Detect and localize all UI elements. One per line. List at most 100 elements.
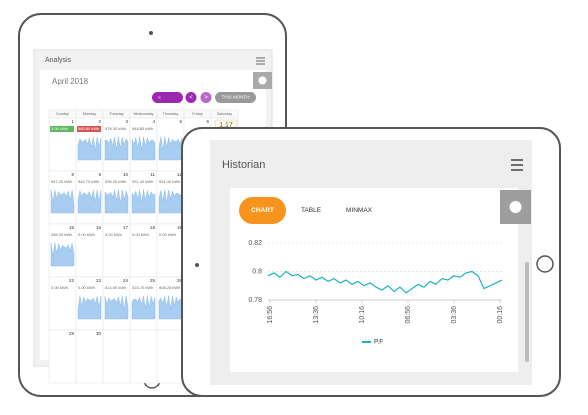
sparkline (104, 189, 129, 214)
y-tick-label: 0.82 (248, 240, 262, 247)
front-tablet: Historian CHART TABLE MINMAX 0.78 0.8 0.82… (181, 127, 561, 397)
day-value: 948.80 kWh (132, 126, 153, 131)
sparkline (104, 295, 129, 320)
scrollbar[interactable] (525, 262, 529, 362)
day-number: 29 (69, 331, 75, 336)
day-number: 9 (98, 172, 101, 177)
camera (195, 263, 199, 267)
sparkline (131, 189, 156, 214)
weekday-label: Friday (192, 112, 203, 116)
weekday-label: Thursday (163, 112, 179, 116)
day-value: 0.00 kWh (78, 285, 95, 290)
day-cell (102, 223, 131, 278)
sparkline (77, 295, 102, 320)
day-value: 0.00 kWh (51, 285, 68, 290)
gear-icon (258, 76, 267, 85)
menu-icon[interactable] (511, 159, 523, 171)
camera (149, 31, 153, 35)
value-badge (77, 126, 101, 132)
x-tick-label: 10:16 (359, 306, 366, 324)
value-badge (50, 126, 74, 132)
line-series (267, 270, 503, 294)
prev-label: < (189, 95, 193, 101)
day-value: 947.20 kWh (51, 179, 72, 184)
day-value: 608.20 kWh (159, 285, 180, 290)
home-button[interactable] (536, 255, 554, 273)
day-cell (75, 223, 104, 278)
day-value: 580.80 kWh (78, 126, 99, 131)
day-value: 0.00 kWh (105, 232, 122, 237)
sparkline (77, 189, 102, 214)
month-title: April 2018 (52, 77, 89, 86)
menu-icon[interactable] (256, 57, 265, 65)
sparkline (77, 136, 102, 161)
day-number: 4 (152, 119, 155, 124)
tab-label[interactable]: TABLE (301, 207, 322, 214)
sparkline (131, 136, 156, 161)
y-tick-label: 0.8 (252, 268, 262, 275)
prev-button[interactable] (185, 92, 197, 103)
y-tick-label: 0.78 (248, 297, 262, 304)
tab-label[interactable]: CHART (251, 207, 274, 214)
calendar: Sunday Monday Tuesday Wednesday Thursday Frid… (48, 109, 239, 384)
day-number: 22 (69, 278, 75, 283)
sparkline (50, 242, 75, 267)
day-number: 5 (179, 119, 182, 124)
day-number: 26 (177, 278, 183, 283)
x-tick-label: 13:36 (313, 306, 320, 324)
day-number: 3 (125, 119, 128, 124)
weekday-label: Saturday (217, 112, 232, 116)
day-cell (75, 329, 104, 384)
day-value: 1.17 (219, 122, 233, 129)
day-value: 0.00 kWh (132, 232, 149, 237)
day-value: 0.00 kWh (159, 232, 176, 237)
day-cell (156, 329, 185, 384)
tab-label[interactable]: MINMAX (346, 207, 373, 214)
day-number: 24 (123, 278, 129, 283)
legend-label: P.F (374, 339, 383, 346)
day-value: 921.40 kWh (159, 179, 180, 184)
day-value: 940.70 kWh (78, 179, 99, 184)
weekday-label: Monday (83, 112, 97, 116)
chart: 0.78 0.8 0.82 16:56 13:36 10:16 06:56 03:36 00:1… (248, 240, 503, 346)
day-number: 18 (150, 225, 156, 230)
day-number: 12 (177, 172, 183, 177)
day-number: 25 (150, 278, 156, 283)
day-number: 1 (71, 119, 74, 124)
day-number: 11 (150, 172, 155, 177)
day-value: 614.00 kWh (105, 285, 126, 290)
first-button[interactable] (152, 92, 183, 103)
gear-icon (509, 201, 522, 213)
day-number: 30 (96, 331, 102, 336)
day-number: 16 (96, 225, 102, 230)
day-cell (102, 329, 131, 384)
day-number: 17 (123, 225, 129, 230)
day-cell (48, 276, 77, 331)
day-cell (48, 329, 77, 384)
this-month-button[interactable] (215, 92, 256, 103)
next-button[interactable] (200, 92, 212, 103)
day-number: 10 (123, 172, 129, 177)
day-number: 15 (69, 225, 75, 230)
day-value: 931.40 kWh (132, 179, 153, 184)
x-tick-label: 06:56 (405, 306, 412, 324)
day-cell (156, 223, 185, 278)
x-tick-label: 16:56 (267, 306, 274, 324)
x-tick-label: 00:16 (497, 306, 504, 324)
day-value: 285.20 kWh (51, 232, 72, 237)
tab-active[interactable] (239, 197, 286, 224)
day-number: 2 (98, 119, 101, 124)
weekday-label: Wednesday (134, 112, 154, 116)
sparkline (131, 295, 156, 320)
sparkline (158, 136, 183, 161)
day-value: 515.70 kWh (132, 285, 153, 290)
weekday-label: Sunday (56, 112, 69, 116)
day-number: 19 (177, 225, 183, 230)
day-number: 6 (206, 119, 209, 124)
sparkline (50, 189, 75, 214)
x-tick-label: 03:36 (451, 306, 458, 324)
day-value: 0.00 kWh (78, 232, 95, 237)
weekday-label: Tuesday (109, 112, 124, 116)
this-month-label: THIS MONTH (222, 95, 250, 100)
